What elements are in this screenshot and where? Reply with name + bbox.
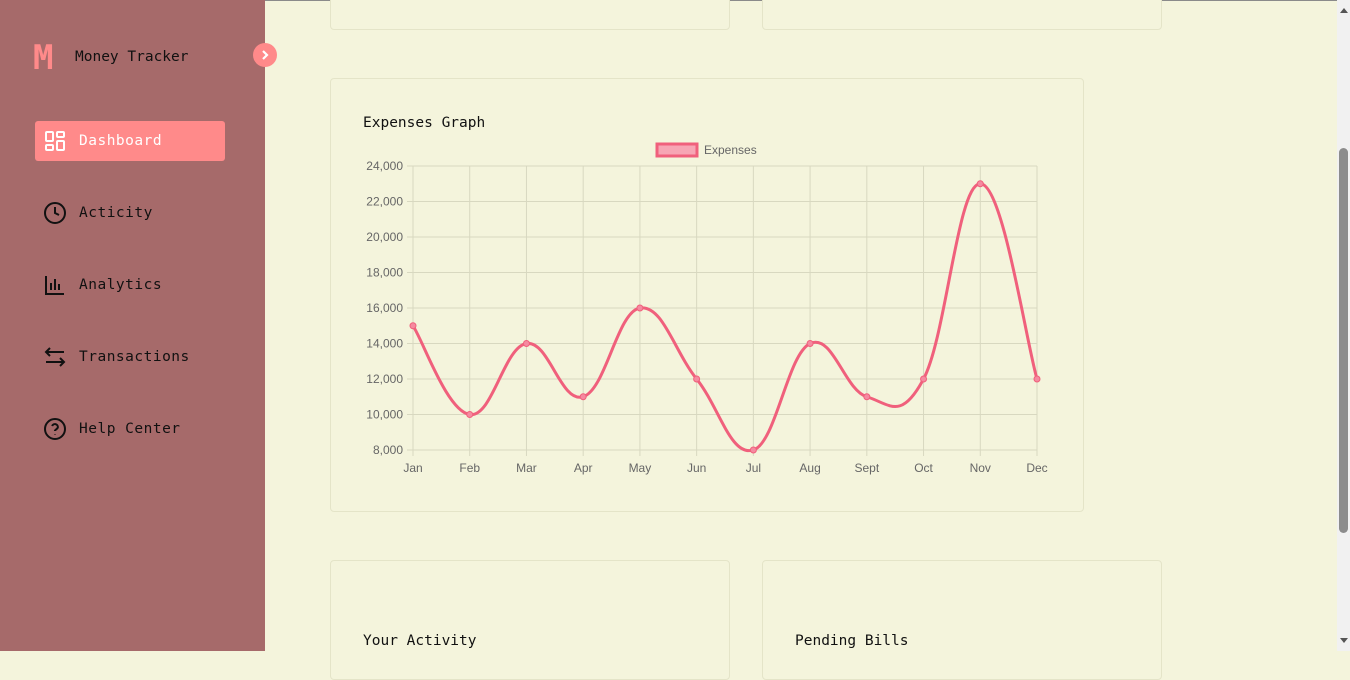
sidebar-item-help-center[interactable]: Help Center — [35, 409, 225, 449]
pending-bills-card: Pending Bills — [762, 560, 1162, 680]
sidebar-toggle-button[interactable] — [253, 43, 277, 67]
x-tick-label: Dec — [1026, 461, 1047, 475]
expenses-data-point — [976, 180, 984, 188]
x-tick-label: Nov — [970, 461, 991, 475]
x-tick-label: Mar — [516, 461, 537, 475]
sidebar-item-label: Transactions — [79, 349, 190, 365]
clock-icon — [43, 201, 67, 225]
app-title: Money Tracker — [75, 49, 189, 65]
y-tick-label: 14,000 — [366, 337, 403, 351]
legend-swatch — [655, 142, 699, 158]
sidebar-item-dashboard[interactable]: Dashboard — [35, 121, 225, 161]
sidebar-item-label: Acticity — [79, 205, 153, 221]
scroll-down-arrow-icon[interactable] — [1340, 638, 1348, 643]
page-scrollbar[interactable] — [1337, 0, 1350, 651]
sidebar-item-transactions[interactable]: Transactions — [35, 337, 225, 377]
app-logo: M — [33, 38, 54, 78]
x-tick-label: Jul — [746, 461, 761, 475]
sidebar-item-label: Dashboard — [79, 133, 163, 149]
bar-chart-icon — [43, 273, 67, 297]
y-tick-label: 16,000 — [366, 301, 403, 315]
expenses-line-chart: 24,000 22,000 20,000 18,000 16,000 14,000 12,0… — [366, 142, 1048, 475]
scroll-up-arrow-icon[interactable] — [1340, 8, 1348, 13]
help-circle-icon — [43, 417, 67, 441]
summary-card-right — [762, 0, 1162, 30]
pending-bills-title: Pending Bills — [795, 633, 909, 649]
y-tick-label: 20,000 — [366, 230, 403, 244]
x-tick-label: Feb — [459, 461, 480, 475]
sidebar: M Money Tracker Dashboard Acticity Analy… — [0, 0, 265, 651]
x-tick-label: Jun — [687, 461, 706, 475]
x-tick-label: Sept — [854, 461, 879, 475]
your-activity-card: Your Activity — [330, 560, 730, 680]
legend-label: Expenses — [704, 143, 757, 157]
y-tick-label: 10,000 — [366, 408, 403, 422]
sidebar-item-label: Analytics — [79, 277, 163, 293]
y-tick-label: 18,000 — [366, 266, 403, 280]
summary-card-left — [330, 0, 730, 30]
expenses-data-point — [579, 393, 587, 401]
your-activity-title: Your Activity — [363, 633, 477, 649]
sidebar-item-activity[interactable]: Acticity — [35, 193, 225, 233]
swap-arrows-icon — [43, 345, 67, 369]
y-tick-label: 24,000 — [366, 159, 403, 173]
scroll-thumb[interactable] — [1339, 148, 1348, 533]
y-tick-label: 12,000 — [366, 372, 403, 386]
x-tick-label: Aug — [799, 461, 820, 475]
dashboard-grid-icon — [43, 129, 67, 153]
expenses-data-point — [1033, 375, 1041, 383]
x-tick-label: May — [629, 461, 652, 475]
y-tick-label: 8,000 — [373, 443, 403, 457]
expenses-data-point — [749, 446, 757, 454]
expenses-data-point — [409, 322, 417, 330]
expenses-data-point — [920, 375, 928, 383]
expenses-data-point — [806, 340, 814, 347]
expenses-data-point — [693, 375, 701, 383]
expenses-data-point — [466, 411, 474, 418]
expenses-data-point — [636, 304, 644, 312]
chevron-right-icon — [259, 46, 271, 65]
x-tick-label: Apr — [574, 461, 593, 475]
y-tick-label: 22,000 — [366, 195, 403, 209]
expenses-data-point — [863, 393, 871, 401]
expenses-graph-title: Expenses Graph — [363, 115, 486, 131]
sidebar-item-label: Help Center — [79, 421, 181, 437]
x-tick-label: Jan — [403, 461, 422, 475]
expenses-series-line — [411, 182, 1039, 453]
sidebar-item-analytics[interactable]: Analytics — [35, 265, 225, 305]
expenses-graph-card: Expenses Graph — [330, 78, 1084, 512]
expenses-data-point — [522, 340, 530, 347]
x-tick-label: Oct — [914, 461, 933, 475]
